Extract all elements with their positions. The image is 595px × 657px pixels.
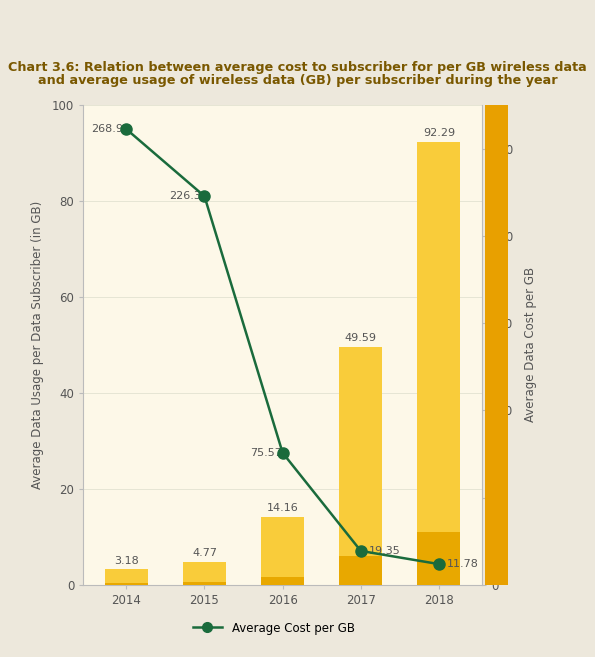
Y-axis label: Average Data Cost per GB: Average Data Cost per GB [524, 267, 537, 422]
Bar [339, 347, 383, 585]
Text: 3.18: 3.18 [114, 556, 139, 566]
Bar [261, 517, 304, 585]
Text: 92.29: 92.29 [423, 128, 455, 138]
Text: and average usage of wireless data (GB) per subscriber during the year: and average usage of wireless data (GB) … [37, 74, 558, 87]
Bar [261, 577, 304, 585]
Bar [418, 532, 461, 585]
Text: Chart 3.6: Relation between average cost to subscriber for per GB wireless data: Chart 3.6: Relation between average cost… [8, 61, 587, 74]
Text: 49.59: 49.59 [345, 333, 377, 343]
Text: 75.57: 75.57 [250, 448, 281, 458]
Bar [418, 142, 461, 585]
Bar [339, 556, 383, 585]
Text: 19.35: 19.35 [369, 546, 400, 556]
Text: 11.78: 11.78 [447, 559, 478, 569]
Bar [183, 582, 226, 585]
Y-axis label: Average Data Usage per Data Subscriber (in GB): Average Data Usage per Data Subscriber (… [31, 201, 43, 489]
Text: 268.97: 268.97 [91, 124, 130, 134]
Legend: Average Cost per GB: Average Cost per GB [188, 617, 359, 639]
Bar [105, 570, 148, 585]
Bar [183, 562, 226, 585]
Text: 14.16: 14.16 [267, 503, 299, 513]
Text: 226.30: 226.30 [170, 191, 208, 201]
Text: 4.77: 4.77 [192, 548, 217, 558]
Bar [105, 583, 148, 585]
